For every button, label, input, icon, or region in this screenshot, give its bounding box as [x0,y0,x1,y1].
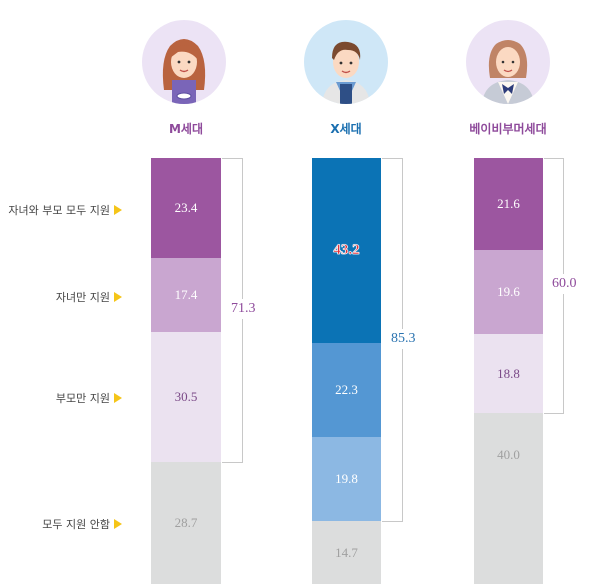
generation-label-x: X세대 [330,122,362,136]
bar-segment-both: 43.2 [312,158,381,343]
bar-segment-children: 19.6 [474,250,543,334]
bar-segment-parents: 18.8 [474,334,543,413]
legend-children-only: 자녀만 지원 [56,289,122,305]
young-woman-avatar [142,20,226,104]
bar-segment-children: 22.3 [312,343,381,437]
segment-value: 23.4 [174,200,198,215]
generation-label-m: M세대 [168,122,204,136]
legend-no-support: 모두 지원 안함 [42,516,122,532]
total-value: 85.3 [391,329,416,349]
arrow-right-icon [114,292,122,302]
legend-label: 부모만 지원 [55,392,110,405]
middle-aged-man-avatar [304,20,388,104]
segment-value: 22.3 [335,382,358,397]
segment-value: 19.6 [497,284,520,299]
bar-segment-parents: 30.5 [151,332,221,462]
bar-segment-parents: 19.8 [312,437,381,521]
segment-value: 14.7 [335,544,358,560]
bar-segment-none: 40.0 [474,413,543,584]
segment-value: 40.0 [497,446,520,462]
arrow-right-icon [114,519,122,529]
segment-value: 18.8 [497,365,520,381]
segment-value-highlight: 43.2 [333,242,360,259]
arrow-right-icon [114,393,122,403]
segment-value: 28.7 [174,515,198,530]
bar-segment-both: 23.4 [151,158,221,258]
legend-label: 자녀만 지원 [55,291,110,304]
bar-segment-none: 14.7 [312,521,381,584]
legend-label: 자녀와 부모 모두 지원 [8,204,110,217]
total-value: 60.0 [552,274,577,294]
legend-both-support: 자녀와 부모 모두 지원 [8,202,122,218]
segment-value: 19.8 [335,471,358,486]
bar-segment-both: 21.6 [474,158,543,250]
legend-label: 모두 지원 안함 [42,518,110,531]
segment-value: 30.5 [174,389,198,404]
segment-value: 17.4 [174,287,198,302]
generation-label-boomer: 베이비부머세대 [469,122,547,136]
total-value: 71.3 [231,299,256,319]
bar-segment-none: 28.7 [151,462,221,584]
older-woman-avatar [466,20,550,104]
bar-segment-children: 17.4 [151,258,221,332]
arrow-right-icon [114,205,122,215]
segment-value: 21.6 [497,196,520,211]
legend-parents-only: 부모만 지원 [56,390,122,406]
